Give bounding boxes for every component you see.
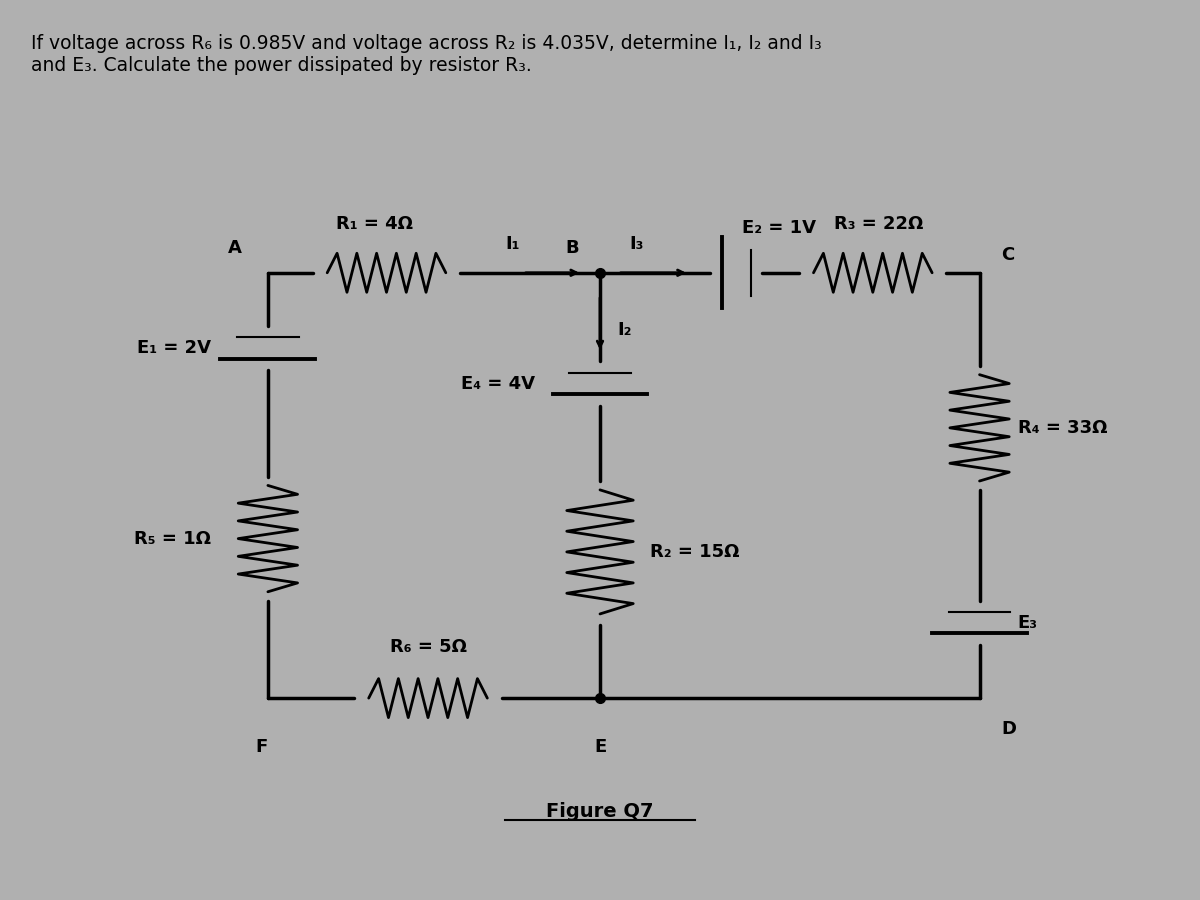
Text: E₄ = 4V: E₄ = 4V	[461, 374, 535, 392]
Text: B: B	[565, 238, 578, 256]
Text: F: F	[256, 738, 268, 756]
Text: E₂ = 1V: E₂ = 1V	[743, 220, 816, 238]
Text: D: D	[1001, 720, 1016, 738]
Text: I₃: I₃	[630, 235, 644, 253]
Text: A: A	[228, 238, 241, 256]
Text: E₁ = 2V: E₁ = 2V	[137, 339, 211, 357]
Text: I₂: I₂	[618, 321, 632, 339]
Text: R₅ = 1Ω: R₅ = 1Ω	[134, 529, 211, 547]
Text: E: E	[594, 738, 606, 756]
Text: R₂ = 15Ω: R₂ = 15Ω	[650, 543, 739, 561]
Text: E₃: E₃	[1018, 614, 1038, 632]
Text: C: C	[1001, 246, 1014, 264]
Text: I₁: I₁	[505, 235, 520, 253]
Text: Figure Q7: Figure Q7	[546, 802, 654, 821]
Text: R₆ = 5Ω: R₆ = 5Ω	[390, 637, 467, 655]
Text: R₁ = 4Ω: R₁ = 4Ω	[336, 215, 413, 233]
Text: R₄ = 33Ω: R₄ = 33Ω	[1018, 418, 1108, 436]
Text: R₃ = 22Ω: R₃ = 22Ω	[834, 215, 924, 233]
Text: If voltage across R₆ is 0.985V and voltage across R₂ is 4.035V, determine I₁, I₂: If voltage across R₆ is 0.985V and volta…	[31, 33, 822, 75]
